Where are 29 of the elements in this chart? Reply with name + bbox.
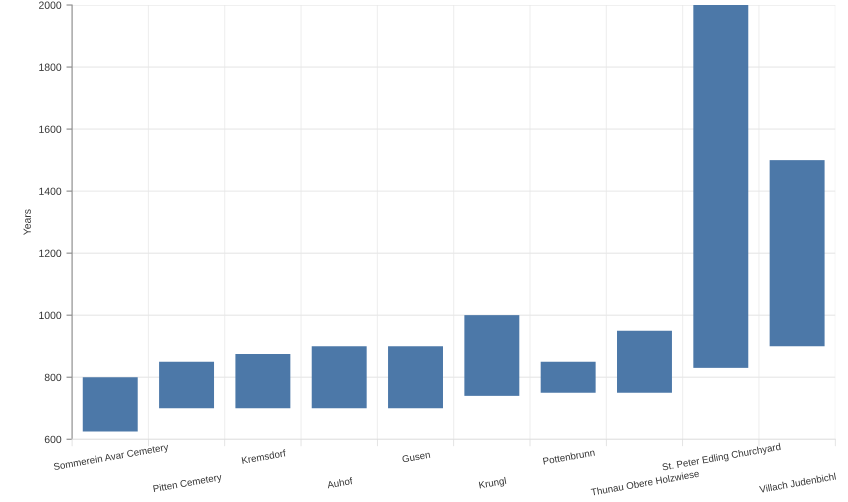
y-tick-label: 1000 — [39, 312, 62, 320]
bar — [82, 377, 138, 432]
bar — [617, 330, 672, 393]
bar — [770, 160, 825, 346]
bar — [540, 362, 596, 393]
x-tick-label: Krungl — [478, 476, 507, 490]
y-tick-label: 1400 — [39, 188, 62, 195]
x-tick-label: Gusen — [402, 451, 430, 463]
x-tick-label: Pitten Cemetery — [153, 473, 222, 494]
bar — [235, 354, 290, 408]
x-tick-label: Auhof — [326, 476, 353, 488]
y-tick-label: 1200 — [39, 250, 62, 258]
y-axis-title: Years — [24, 209, 31, 236]
bar — [464, 315, 520, 396]
x-tick-label: St. Peter Edling Churchyard — [662, 442, 782, 472]
x-tick-label: Thunau Obere Holzwiese — [590, 470, 700, 496]
x-tick-label: Sommerein Avar Cemetery — [53, 443, 170, 472]
bar — [312, 346, 367, 408]
x-tick-label: Pottenbrunn — [542, 448, 595, 465]
y-tick-label: 1800 — [39, 64, 62, 71]
x-tick-label: Kremsdorf — [242, 449, 286, 464]
y-tick-label: 600 — [44, 436, 62, 444]
y-tick-label: 1600 — [39, 126, 62, 133]
bar — [388, 346, 443, 408]
bar — [159, 362, 214, 408]
x-tick-label: Villach Judenbichl — [758, 472, 836, 493]
bar — [693, 5, 748, 368]
y-tick-label: 2000 — [39, 2, 62, 9]
y-tick-label: 800 — [44, 374, 62, 382]
